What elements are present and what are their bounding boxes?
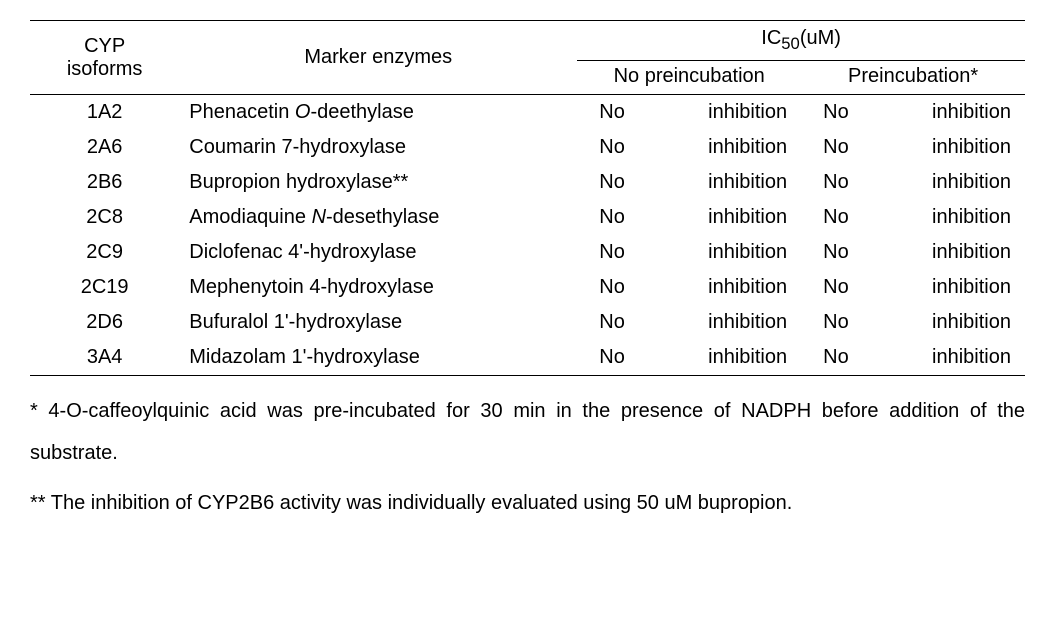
result-word: No xyxy=(599,276,625,299)
header-ic50-sub: 50 xyxy=(781,34,800,53)
enzyme-text-pre: Phenacetin xyxy=(189,101,295,123)
cell-preincubation: No inhibition xyxy=(801,95,1025,131)
cell-enzyme: Mephenytoin 4-hydroxylase xyxy=(179,270,577,305)
result-word: No xyxy=(599,136,625,159)
cell-isoform: 2C8 xyxy=(30,200,179,235)
result-word: inhibition xyxy=(708,206,787,229)
result-word: inhibition xyxy=(932,206,1011,229)
result-word: inhibition xyxy=(708,311,787,334)
header-ic50-label: IC xyxy=(761,27,781,49)
cyp-inhibition-table: CYP isoforms Marker enzymes IC50(uM) No … xyxy=(30,20,1025,376)
cell-preincubation: No inhibition xyxy=(801,200,1025,235)
enzyme-text-pre: Midazolam 1'-hydroxylase xyxy=(189,346,420,368)
cell-no-preincubation: No inhibition xyxy=(577,235,801,270)
cell-no-preincubation: No inhibition xyxy=(577,165,801,200)
result-word: inhibition xyxy=(932,171,1011,194)
cell-preincubation: No inhibition xyxy=(801,130,1025,165)
cell-isoform: 3A4 xyxy=(30,340,179,376)
cell-no-preincubation: No inhibition xyxy=(577,340,801,376)
result-word: inhibition xyxy=(932,346,1011,369)
header-ic50-unit: (uM) xyxy=(800,27,841,49)
table-row: 1A2Phenacetin O-deethylaseNoinhibitionNo… xyxy=(30,95,1025,131)
header-isoforms: CYP isoforms xyxy=(30,21,179,95)
enzyme-text-pre: Mephenytoin 4-hydroxylase xyxy=(189,276,434,298)
enzyme-text-post: -desethylase xyxy=(326,206,439,228)
cell-no-preincubation: No inhibition xyxy=(577,95,801,131)
result-word: inhibition xyxy=(708,276,787,299)
result-word: inhibition xyxy=(708,136,787,159)
cell-preincubation: No inhibition xyxy=(801,235,1025,270)
cell-isoform: 2A6 xyxy=(30,130,179,165)
table-row: 2C8Amodiaquine N-desethylaseNoinhibition… xyxy=(30,200,1025,235)
table-row: 3A4Midazolam 1'-hydroxylaseNoinhibitionN… xyxy=(30,340,1025,376)
result-word: inhibition xyxy=(932,276,1011,299)
footnote-1: * 4-O-caffeoylquinic acid was pre-incuba… xyxy=(30,390,1025,474)
table-row: 2C19 Mephenytoin 4-hydroxylase No inhibitio… xyxy=(30,270,1025,305)
result-word: No xyxy=(599,171,625,194)
cell-preincubation: No inhibition xyxy=(801,165,1025,200)
result-word: No xyxy=(599,346,625,369)
cell-isoform: 2D6 xyxy=(30,305,179,340)
enzyme-text-pre: Bupropion hydroxylase** xyxy=(189,171,408,193)
enzyme-text-pre: Bufuralol 1'-hydroxylase xyxy=(189,311,402,333)
enzyme-text-italic: O xyxy=(295,101,311,123)
result-word: No xyxy=(823,241,849,264)
result-word: No xyxy=(823,276,849,299)
cell-no-preincubation: No inhibition xyxy=(577,130,801,165)
cell-preincubation: No inhibition xyxy=(801,340,1025,376)
result-word: inhibition xyxy=(932,101,1011,124)
result-word: No xyxy=(823,311,849,334)
cell-no-preincubation: No inhibition xyxy=(577,270,801,305)
result-word: No xyxy=(599,241,625,264)
header-marker-enzymes: Marker enzymes xyxy=(179,21,577,95)
result-word: inhibition xyxy=(932,311,1011,334)
cell-isoform: 1A2 xyxy=(30,95,179,131)
result-word: No xyxy=(823,171,849,194)
footnote-2: ** The inhibition of CYP2B6 activity was… xyxy=(30,482,1025,524)
result-word: No xyxy=(823,346,849,369)
cell-isoform: 2C19 xyxy=(30,270,179,305)
cell-enzyme: Bupropion hydroxylase** xyxy=(179,165,577,200)
enzyme-text-pre: Coumarin 7-hydroxylase xyxy=(189,136,406,158)
cell-enzyme: Bufuralol 1'-hydroxylase xyxy=(179,305,577,340)
result-word: No xyxy=(823,136,849,159)
cell-enzyme: Diclofenac 4'-hydroxylase xyxy=(179,235,577,270)
result-word: inhibition xyxy=(708,171,787,194)
header-isoforms-line2: isoforms xyxy=(67,58,143,80)
result-word: inhibition xyxy=(708,241,787,264)
subheader-no-preincubation: No preincubation xyxy=(577,61,801,95)
result-word: No xyxy=(599,101,625,124)
result-word: No xyxy=(823,101,849,124)
cell-enzyme: Amodiaquine N-desethylase xyxy=(179,200,577,235)
cell-enzyme: Coumarin 7-hydroxylase xyxy=(179,130,577,165)
enzyme-text-post: -deethylase xyxy=(310,101,413,123)
cell-preincubation: No inhibition xyxy=(801,270,1025,305)
table-row: 2D6Bufuralol 1'-hydroxylaseNoinhibitionN… xyxy=(30,305,1025,340)
result-word: inhibition xyxy=(932,241,1011,264)
header-ic50: IC50(uM) xyxy=(577,21,1025,61)
cell-isoform: 2C9 xyxy=(30,235,179,270)
table-row: 2C9 Diclofenac 4'-hydroxylase No inhibition… xyxy=(30,235,1025,270)
result-word: No xyxy=(599,206,625,229)
table-body: 1A2Phenacetin O-deethylaseNoinhibitionNo… xyxy=(30,95,1025,376)
enzyme-text-pre: Diclofenac 4'-hydroxylase xyxy=(189,241,416,263)
result-word: inhibition xyxy=(708,346,787,369)
result-word: No xyxy=(599,311,625,334)
cell-no-preincubation: No inhibition xyxy=(577,305,801,340)
header-isoforms-line1: CYP xyxy=(84,35,125,57)
enzyme-text-pre: Amodiaquine xyxy=(189,206,311,228)
cell-enzyme: Phenacetin O-deethylase xyxy=(179,95,577,131)
result-word: inhibition xyxy=(932,136,1011,159)
table-row: 2A6 Coumarin 7-hydroxylase No inhibition No i… xyxy=(30,130,1025,165)
footnotes: * 4-O-caffeoylquinic acid was pre-incuba… xyxy=(30,390,1025,524)
result-word: No xyxy=(823,206,849,229)
cell-no-preincubation: No inhibition xyxy=(577,200,801,235)
cell-preincubation: No inhibition xyxy=(801,305,1025,340)
table-row: 2B6Bupropion hydroxylase**NoinhibitionNo… xyxy=(30,165,1025,200)
result-word: inhibition xyxy=(708,101,787,124)
enzyme-text-italic: N xyxy=(312,206,326,228)
subheader-preincubation: Preincubation* xyxy=(801,61,1025,95)
cell-enzyme: Midazolam 1'-hydroxylase xyxy=(179,340,577,376)
cell-isoform: 2B6 xyxy=(30,165,179,200)
